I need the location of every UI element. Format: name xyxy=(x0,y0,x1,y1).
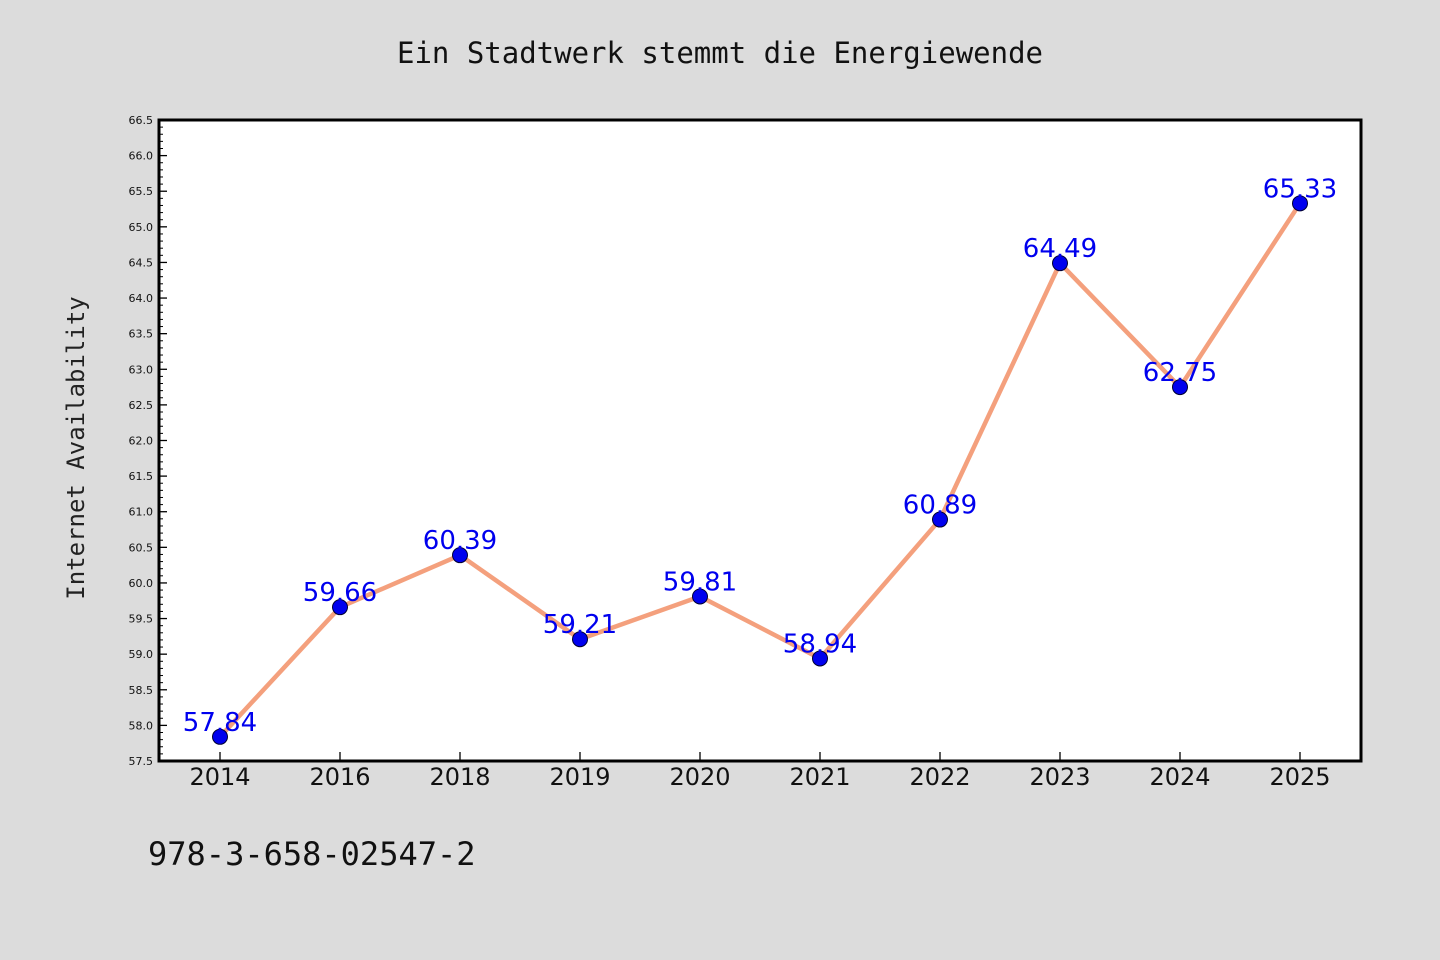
x-tick-label: 2024 xyxy=(1149,763,1210,791)
y-tick-label: 58.5 xyxy=(129,684,154,697)
y-tick-label: 57.5 xyxy=(129,755,154,768)
y-tick-label: 61.0 xyxy=(129,506,154,519)
x-tick-label: 2023 xyxy=(1029,763,1090,791)
y-tick-label: 59.5 xyxy=(129,613,154,626)
data-label: 59.66 xyxy=(303,578,377,608)
plot-frame xyxy=(157,118,1363,763)
data-point xyxy=(1292,195,1308,212)
series-line xyxy=(217,201,1303,740)
data-labels: 57.84 59.66 60.39 59.21 59.81 58.94 60.89 64.49… xyxy=(183,174,1337,737)
data-point xyxy=(572,631,588,648)
plot-area xyxy=(159,120,1361,761)
data-label: 57.84 xyxy=(183,708,257,738)
y-tick-label: 58.0 xyxy=(129,719,154,732)
data-point xyxy=(932,511,948,528)
data-point xyxy=(1052,255,1068,272)
y-tick-label: 63.0 xyxy=(129,363,154,376)
y-tick-label: 59.0 xyxy=(129,648,154,661)
x-tick-label: 2020 xyxy=(669,763,730,791)
y-tick-label: 66.5 xyxy=(129,114,154,127)
data-label: 65.33 xyxy=(1263,174,1337,204)
chart-title: Ein Stadtwerk stemmt die Energiewende xyxy=(397,36,1043,70)
y-tick-label: 62.5 xyxy=(129,399,154,412)
y-tick-label: 65.5 xyxy=(129,185,154,198)
isbn-text: 978-3-658-02547-2 xyxy=(148,835,476,873)
x-axis-ticks: 2014 2016 2018 2019 2020 2021 2022 2023 2024 2025 xyxy=(189,752,1331,791)
x-tick-label: 2014 xyxy=(189,763,250,791)
y-tick-label: 62.0 xyxy=(129,435,154,448)
data-label: 60.89 xyxy=(903,491,977,521)
data-label: 58.94 xyxy=(783,629,857,659)
y-tick-label: 60.5 xyxy=(129,541,154,554)
x-tick-label: 2016 xyxy=(309,763,370,791)
y-tick-label: 64.0 xyxy=(129,292,154,305)
y-tick-label: 61.5 xyxy=(129,470,154,483)
y-tick-label: 65.0 xyxy=(129,221,154,234)
data-label: 60.39 xyxy=(423,526,497,556)
y-tick-label: 66.0 xyxy=(129,150,154,163)
x-tick-label: 2018 xyxy=(429,763,490,791)
series-line-group xyxy=(217,201,1303,740)
data-label: 59.21 xyxy=(543,610,617,640)
y-tick-label: 60.0 xyxy=(129,577,154,590)
y-axis-label: Internet Availability xyxy=(62,296,90,599)
data-label: 59.81 xyxy=(663,567,737,597)
data-point xyxy=(692,588,708,605)
x-tick-label: 2021 xyxy=(789,763,850,791)
data-point xyxy=(332,599,348,616)
data-point xyxy=(212,728,228,745)
data-point xyxy=(812,650,828,667)
data-point xyxy=(1172,379,1188,396)
x-tick-label: 2025 xyxy=(1269,763,1330,791)
data-point xyxy=(452,547,468,564)
x-tick-label: 2019 xyxy=(549,763,610,791)
data-markers xyxy=(212,195,1308,745)
x-tick-label: 2022 xyxy=(909,763,970,791)
data-label: 64.49 xyxy=(1023,234,1097,264)
y-tick-label: 64.5 xyxy=(129,256,154,269)
data-label: 62.75 xyxy=(1143,358,1217,388)
y-tick-label: 63.5 xyxy=(129,328,154,341)
